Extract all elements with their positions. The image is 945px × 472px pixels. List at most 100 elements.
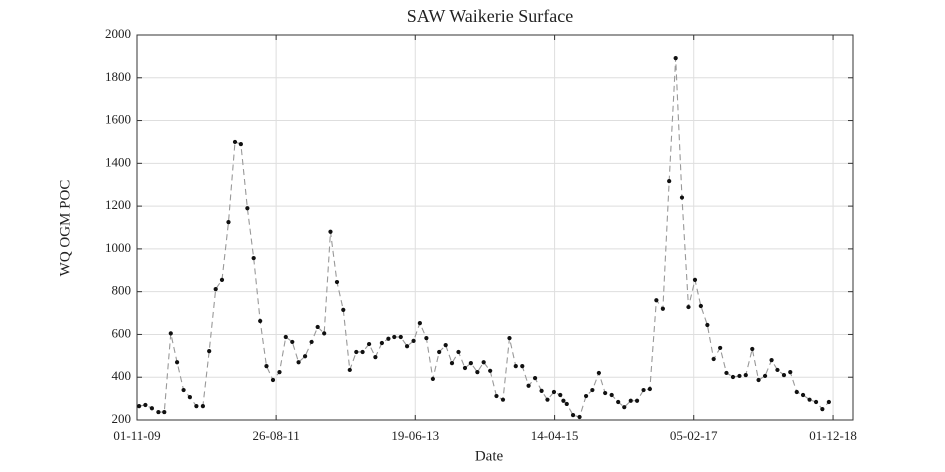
data-point	[539, 388, 544, 394]
data-point	[258, 318, 263, 324]
data-point	[500, 397, 506, 402]
data-point	[366, 341, 372, 347]
y-tick-label: 800	[112, 283, 132, 298]
data-point	[558, 392, 563, 398]
data-point	[570, 412, 576, 418]
data-point	[820, 406, 825, 412]
x-tick-label: 19-06-13	[391, 428, 439, 443]
data-point	[698, 303, 703, 309]
data-point	[647, 386, 652, 392]
data-point	[730, 374, 736, 380]
x-tick-label: 01-12-18	[809, 428, 857, 443]
data-point	[794, 389, 799, 395]
data-point	[360, 349, 365, 355]
data-point	[743, 372, 748, 378]
x-tick-label: 05-02-17	[670, 428, 718, 443]
data-point	[788, 369, 793, 375]
data-point	[207, 349, 212, 354]
chart-title: SAW Waikerie Surface	[407, 6, 573, 26]
data-point	[718, 345, 723, 351]
data-point	[200, 403, 205, 409]
y-tick-label: 600	[112, 325, 132, 340]
data-point	[667, 178, 672, 184]
data-point	[162, 409, 167, 415]
data-line	[139, 58, 830, 418]
data-point	[551, 389, 557, 395]
plot-frame	[136, 34, 854, 421]
data-point	[187, 395, 192, 400]
data-point	[315, 324, 320, 330]
data-point	[181, 387, 186, 393]
data-point	[219, 277, 225, 283]
data-point	[628, 398, 633, 403]
data-point	[379, 340, 384, 346]
y-tick-label: 2000	[105, 26, 131, 41]
data-point	[226, 220, 231, 225]
y-tick-label: 1200	[105, 197, 131, 212]
data-point	[404, 344, 410, 349]
data-point	[251, 255, 256, 261]
data-point	[641, 387, 646, 393]
data-point	[724, 370, 729, 376]
data-point	[737, 373, 742, 379]
data-point	[430, 376, 435, 382]
data-point	[456, 349, 461, 355]
data-point	[762, 373, 768, 379]
data-point	[603, 390, 608, 396]
data-point	[449, 361, 455, 366]
data-point	[622, 405, 627, 410]
data-point	[564, 401, 569, 407]
y-tick-label: 400	[112, 368, 132, 383]
y-tick-label: 1000	[105, 240, 131, 255]
data-point	[174, 360, 180, 365]
data-point	[245, 206, 250, 211]
data-point	[609, 392, 614, 398]
data-point	[513, 364, 518, 369]
data-point	[296, 360, 301, 365]
data-point	[392, 334, 397, 340]
data-point	[213, 287, 218, 292]
data-point	[386, 336, 391, 341]
data-point	[373, 355, 378, 360]
data-point	[341, 307, 346, 312]
data-point	[692, 277, 698, 283]
data-point	[781, 372, 787, 378]
data-point	[686, 304, 691, 310]
data-point	[156, 409, 161, 415]
x-tick-label: 14-04-15	[531, 428, 579, 443]
data-point	[756, 377, 761, 383]
y-tick-label: 1400	[105, 154, 131, 169]
data-point	[826, 399, 831, 405]
data-point	[520, 364, 525, 369]
data-point	[526, 383, 531, 388]
data-point	[545, 397, 550, 402]
data-point	[462, 365, 468, 371]
data-point	[322, 331, 327, 336]
data-point	[475, 369, 480, 375]
data-point	[302, 354, 308, 359]
x-tick-label: 01-11-09	[113, 428, 160, 443]
data-point	[411, 338, 416, 343]
data-point	[654, 298, 659, 303]
data-point	[264, 364, 269, 369]
data-point	[711, 356, 716, 362]
data-point	[168, 331, 173, 336]
data-point	[232, 139, 238, 145]
data-point	[270, 377, 276, 383]
data-point	[277, 369, 282, 375]
data-point	[398, 334, 403, 340]
data-point	[194, 403, 199, 409]
data-point	[532, 375, 538, 381]
x-axis-label: Date	[475, 448, 504, 464]
data-point	[679, 195, 685, 200]
data-point	[424, 335, 429, 341]
data-point	[660, 306, 665, 311]
data-point	[590, 387, 595, 393]
data-point	[577, 414, 582, 420]
data-point	[334, 279, 340, 285]
data-point	[494, 393, 499, 399]
data-point	[750, 346, 755, 352]
data-point	[283, 334, 288, 340]
data-point	[347, 367, 352, 373]
y-tick-label: 200	[112, 411, 132, 426]
